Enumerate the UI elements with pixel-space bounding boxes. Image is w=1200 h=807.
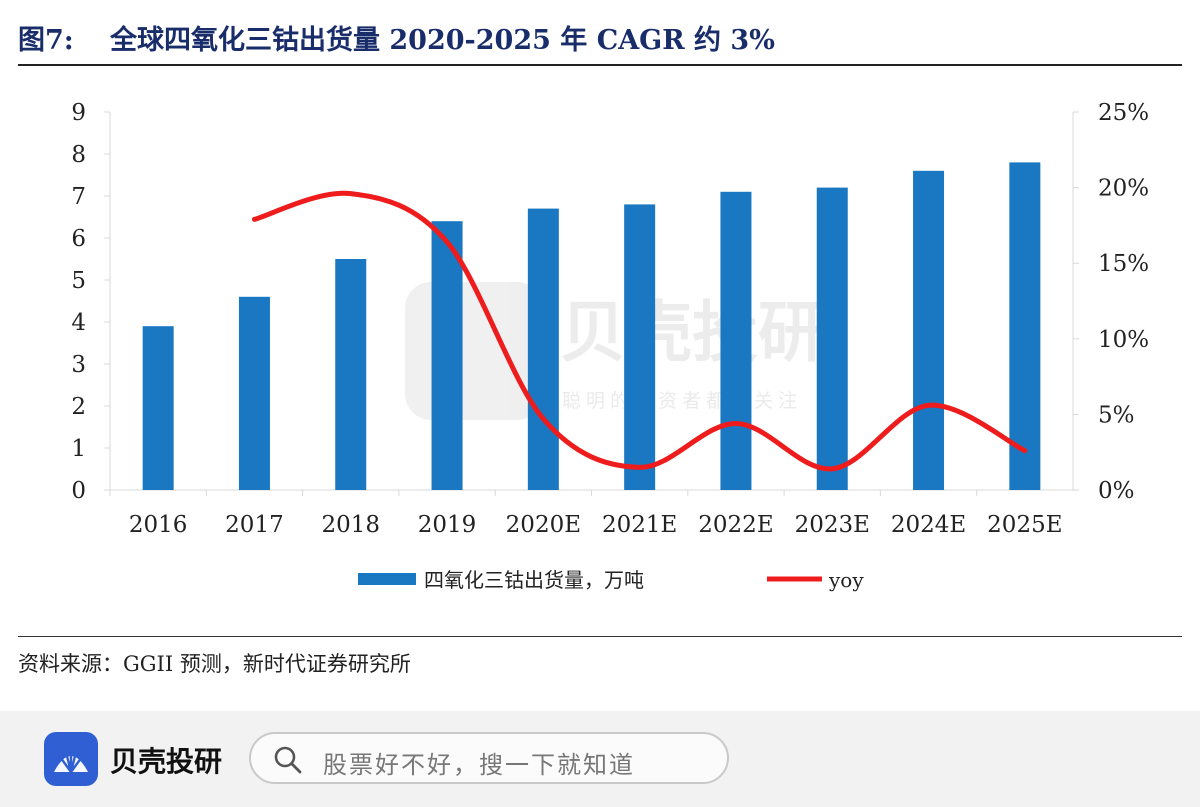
x-tick-label: 2017 xyxy=(225,512,284,538)
y-right-tick-label: 0% xyxy=(1098,478,1135,504)
yoy-point xyxy=(831,468,834,470)
yoy-point xyxy=(927,404,930,407)
bar xyxy=(1009,162,1041,490)
y-right-tick-label: 20% xyxy=(1098,176,1149,202)
y-right-tick-label: 25% xyxy=(1098,100,1149,126)
y-right-tick-label: 15% xyxy=(1098,251,1149,277)
x-tick-label: 2022E xyxy=(698,512,773,538)
y-left-tick-label: 5 xyxy=(71,268,86,294)
search-box[interactable]: 股票好不好，搜一下就知道 xyxy=(249,732,729,784)
watermark-logo xyxy=(405,282,543,420)
x-tick-label: 2016 xyxy=(129,512,188,538)
figure-label: 图7: xyxy=(18,25,74,56)
bar xyxy=(431,221,463,490)
yoy-point xyxy=(638,466,641,469)
y-left-tick-label: 9 xyxy=(71,100,86,126)
shell-logo-icon[interactable] xyxy=(44,732,98,786)
bar xyxy=(624,204,656,490)
bar xyxy=(527,208,559,490)
x-tick-label: 2025E xyxy=(987,512,1062,538)
x-tick-label: 2019 xyxy=(418,512,477,538)
x-tick-label: 2023E xyxy=(795,512,870,538)
x-tick-label: 2021E xyxy=(602,512,677,538)
chart: 贝壳投研 聪明的投资者都在关注 0 1 2 3 4 5 6 7 8 9 0% 5% 10% 15% 20% 2… xyxy=(71,100,1149,592)
y-right-tick-label: 10% xyxy=(1098,327,1149,353)
bar xyxy=(238,296,270,490)
yoy-point xyxy=(446,241,448,243)
yoy-point xyxy=(253,218,256,221)
x-tick-label: 2018 xyxy=(321,512,380,538)
watermark: 贝壳投研 聪明的投资者都在关注 xyxy=(405,282,824,420)
y-left-tick-label: 3 xyxy=(71,352,86,378)
figure-title-text: 全球四氧化三钴出货量 2020-2025 年 CAGR 约 3% xyxy=(110,25,775,56)
y-left-tick-label: 0 xyxy=(71,478,86,504)
x-tick-label: 2020E xyxy=(506,512,581,538)
footer-logo-text[interactable]: 贝壳投研 xyxy=(110,745,223,778)
y-left-tick-label: 7 xyxy=(71,184,86,210)
legend-label-bar: 四氧化三钴出货量，万吨 xyxy=(424,568,644,592)
bar xyxy=(913,170,945,491)
y-left-tick-label: 6 xyxy=(71,226,86,252)
footer-bar: 贝壳投研 股票好不好，搜一下就知道 xyxy=(0,711,1200,807)
x-tick-label: 2024E xyxy=(891,512,966,538)
watermark-slogan: 聪明的投资者都在关注 xyxy=(562,390,802,412)
legend-label-line: yoy xyxy=(828,568,864,592)
y-left-tick-label: 1 xyxy=(71,436,86,462)
y-left-tick-label: 8 xyxy=(71,142,86,168)
source-note: 资料来源：GGII 预测，新时代证券研究所 xyxy=(18,652,411,676)
y-left-tick-label: 4 xyxy=(71,310,86,336)
bar xyxy=(142,326,174,490)
y-left-tick-label: 2 xyxy=(71,394,86,420)
yoy-point xyxy=(1024,449,1026,452)
bar xyxy=(335,259,367,490)
title-rule xyxy=(18,64,1182,66)
plot-area: 0 1 2 3 4 5 6 7 8 9 0% 5% 10% 15% 20% 25% 2016 2017 2018 20… xyxy=(71,100,1149,538)
yoy-point xyxy=(542,418,545,420)
search-icon xyxy=(274,746,302,774)
y-right-tick-label: 5% xyxy=(1098,402,1135,428)
legend-swatch-bar xyxy=(358,573,416,585)
source-rule xyxy=(18,636,1182,637)
legend: 四氧化三钴出货量，万吨 yoy xyxy=(358,568,864,592)
search-placeholder: 股票好不好，搜一下就知道 xyxy=(323,751,635,779)
bar xyxy=(720,191,752,491)
figure-title: 图7: 全球四氧化三钴出货量 2020-2025 年 CAGR 约 3% xyxy=(18,18,1182,62)
watermark-name: 贝壳投研 xyxy=(560,294,824,371)
bar xyxy=(816,187,848,490)
yoy-point xyxy=(735,422,737,425)
yoy-point xyxy=(349,192,352,195)
